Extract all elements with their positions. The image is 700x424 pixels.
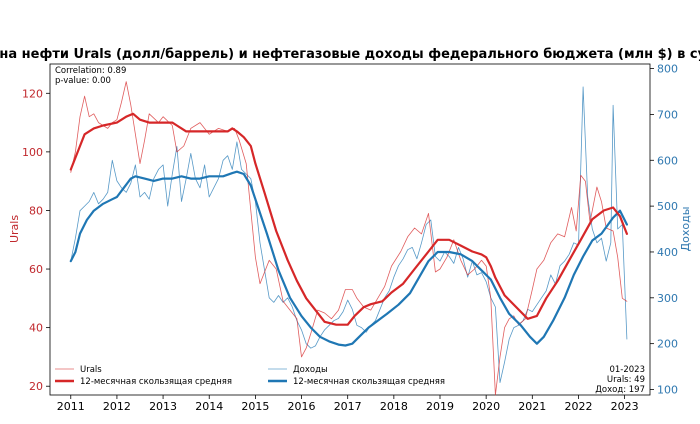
last-urals-text: Urals: 49 [607, 375, 645, 385]
y-right-tick-label: 200 [657, 338, 678, 351]
y-right-tick-label: 100 [657, 383, 678, 396]
y-right-tick-label: 300 [657, 292, 678, 305]
legend-label-income: Доходы [293, 365, 328, 375]
chart-title: Цена нефти Urals (долл/баррель) и нефтег… [0, 47, 700, 62]
x-tick-label: 2018 [380, 400, 408, 413]
y-left-tick-label: 120 [22, 87, 43, 100]
legend-label-income-ma: 12-месячная скользящая средняя [293, 377, 445, 387]
last-date-text: 01-2023 [609, 365, 645, 375]
legend-label-urals: Urals [80, 365, 102, 375]
y-axis-label-right: Доходы [679, 207, 692, 252]
last-income-text: Доход: 197 [595, 385, 645, 395]
legend-label-urals-ma: 12-месячная скользящая средняя [80, 377, 232, 387]
x-tick-label: 2017 [334, 400, 362, 413]
y-right-tick-label: 700 [657, 108, 678, 121]
y-right-tick-label: 500 [657, 200, 678, 213]
x-tick-label: 2011 [57, 400, 85, 413]
income-series-line [70, 86, 628, 383]
x-tick-label: 2021 [518, 400, 546, 413]
pvalue-text: p-value: 0.00 [55, 76, 111, 86]
y-left-tick-label: 60 [29, 263, 43, 276]
x-tick-label: 2016 [288, 400, 316, 413]
urals-series-line [70, 81, 628, 396]
x-tick-label: 2020 [472, 400, 500, 413]
x-tick-label: 2022 [564, 400, 592, 413]
legend: Urals 12-месячная скользящая средняя Дох… [55, 365, 445, 387]
x-tick-label: 2015 [241, 400, 269, 413]
y-left-tick-label: 20 [29, 380, 43, 393]
correlation-text: Correlation: 0.89 [55, 66, 126, 76]
x-tick-label: 2013 [149, 400, 177, 413]
y-left-tick-label: 40 [29, 322, 43, 335]
y-left-tick-label: 80 [29, 204, 43, 217]
x-tick-label: 2012 [103, 400, 131, 413]
x-tick-label: 2019 [426, 400, 454, 413]
y-right-tick-label: 600 [657, 154, 678, 167]
x-tick-label: 2023 [611, 400, 639, 413]
income-ma-series-line [69, 170, 628, 347]
x-tick-label: 2014 [195, 400, 223, 413]
y-right-tick-label: 800 [657, 63, 678, 76]
urals-ma-series-line [69, 112, 628, 326]
y-right-tick-label: 400 [657, 246, 678, 259]
y-axis-label-left: Urals [8, 215, 21, 243]
plot-frame [49, 63, 651, 396]
y-left-tick-label: 100 [22, 146, 43, 159]
